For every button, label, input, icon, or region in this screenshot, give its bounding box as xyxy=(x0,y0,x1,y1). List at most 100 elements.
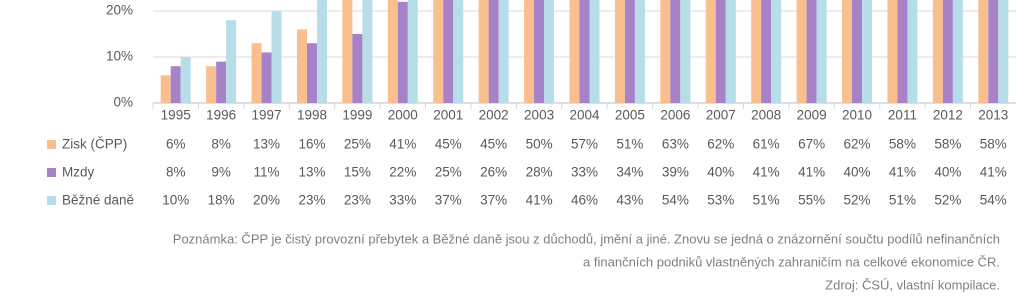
table-cell: 10% xyxy=(162,193,189,208)
bar xyxy=(251,43,262,103)
x-tick-label: 2008 xyxy=(751,108,781,123)
bar xyxy=(271,11,282,103)
x-tick-label: 2009 xyxy=(797,108,827,123)
table-cell: 41% xyxy=(980,165,1007,180)
table-cell: 41% xyxy=(526,193,553,208)
table-cell: 23% xyxy=(298,193,325,208)
legend-swatch xyxy=(47,168,56,177)
bar xyxy=(433,0,444,103)
table-cell: 40% xyxy=(844,165,871,180)
table-cell: 8% xyxy=(211,137,231,152)
legend-label: Mzdy xyxy=(62,165,95,180)
bar xyxy=(897,0,908,103)
table-cell: 58% xyxy=(889,137,916,152)
y-tick-label: 0% xyxy=(113,95,133,110)
table-cell: 39% xyxy=(662,165,689,180)
table-cell: 13% xyxy=(298,165,325,180)
table-cell: 46% xyxy=(571,193,598,208)
bar xyxy=(816,0,827,103)
bar xyxy=(387,0,398,103)
bar xyxy=(988,0,999,103)
legend-swatch xyxy=(47,196,56,205)
table-cell: 62% xyxy=(844,137,871,152)
table-cell: 61% xyxy=(753,137,780,152)
bar xyxy=(352,34,363,103)
table-cell: 43% xyxy=(616,193,643,208)
table-cell: 51% xyxy=(753,193,780,208)
bar xyxy=(952,0,963,103)
bar xyxy=(216,61,227,103)
x-tick-label: 2000 xyxy=(388,108,418,123)
table-cell: 25% xyxy=(344,137,371,152)
bar xyxy=(534,0,545,103)
table-cell: 28% xyxy=(526,165,553,180)
bar xyxy=(488,0,499,103)
table-cell: 18% xyxy=(208,193,235,208)
table-cell: 40% xyxy=(934,165,961,180)
table-cell: 67% xyxy=(798,137,825,152)
bar xyxy=(544,0,555,103)
bar xyxy=(932,0,943,103)
note: Poznámka: ČPP je čistý provozní přebytek… xyxy=(173,231,1000,246)
table-cell: 50% xyxy=(526,137,553,152)
bar xyxy=(806,0,817,103)
table-cell: 54% xyxy=(662,193,689,208)
bar xyxy=(397,1,408,103)
bar xyxy=(771,0,782,103)
x-tick-label: 2002 xyxy=(479,108,509,123)
bar xyxy=(453,0,464,103)
x-tick-label: 1999 xyxy=(342,108,372,123)
table-cell: 41% xyxy=(753,165,780,180)
bar xyxy=(680,0,691,103)
bar xyxy=(589,0,600,103)
table-cell: 6% xyxy=(166,137,186,152)
bar xyxy=(498,0,509,103)
table-cell: 25% xyxy=(435,165,462,180)
bar xyxy=(862,0,873,103)
table-cell: 37% xyxy=(435,193,462,208)
bar xyxy=(842,0,853,103)
x-tick-label: 1996 xyxy=(206,108,236,123)
bar xyxy=(261,52,272,103)
bar xyxy=(614,0,625,103)
bar xyxy=(316,0,327,103)
table-cell: 23% xyxy=(344,193,371,208)
bar xyxy=(705,0,716,103)
table-cell: 34% xyxy=(616,165,643,180)
bars xyxy=(160,0,1009,103)
table-cell: 54% xyxy=(980,193,1007,208)
bar xyxy=(342,0,353,103)
table-cell: 20% xyxy=(253,193,280,208)
bar xyxy=(852,0,863,103)
table-cell: 62% xyxy=(707,137,734,152)
x-tick-label: 2004 xyxy=(569,108,600,123)
bar xyxy=(624,0,635,103)
table-cell: 26% xyxy=(480,165,507,180)
bar xyxy=(670,0,681,103)
x-tick-label: 2012 xyxy=(933,108,963,123)
x-tick-label: 1997 xyxy=(252,108,282,123)
x-tick-label: 2003 xyxy=(524,108,554,123)
table-cell: 16% xyxy=(298,137,325,152)
bar xyxy=(296,29,307,103)
bar xyxy=(206,66,217,103)
bar xyxy=(751,0,762,103)
bar xyxy=(725,0,736,103)
table-cell: 41% xyxy=(389,137,416,152)
bar xyxy=(660,0,671,103)
bar xyxy=(978,0,989,103)
note: a finančních podniků vlastněných zahrani… xyxy=(583,254,1000,269)
bar xyxy=(443,0,454,103)
bar xyxy=(942,0,953,103)
table-cell: 51% xyxy=(889,193,916,208)
table-cell: 33% xyxy=(389,193,416,208)
table-cell: 51% xyxy=(616,137,643,152)
bar xyxy=(715,0,726,103)
table-cell: 41% xyxy=(798,165,825,180)
table-cell: 55% xyxy=(798,193,825,208)
table-cell: 15% xyxy=(344,165,371,180)
table-cell: 33% xyxy=(571,165,598,180)
bar xyxy=(524,0,535,103)
table-cell: 45% xyxy=(435,137,462,152)
